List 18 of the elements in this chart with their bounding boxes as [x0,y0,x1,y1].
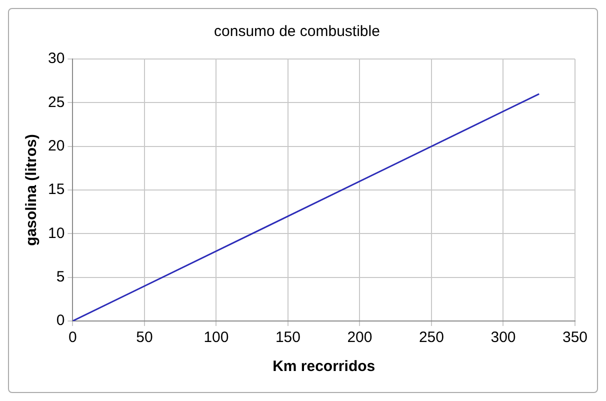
x-tick-label: 200 [347,329,372,346]
y-tick-label: 0 [56,312,65,330]
y-axis-title: gasolina (litros) [23,134,40,246]
y-tick-label: 20 [48,137,65,154]
x-tick-label: 250 [418,329,444,346]
x-tick-label: 350 [562,329,588,346]
x-tick-label: 0 [68,329,77,346]
x-axis-title: Km recorridos [272,358,376,376]
chart-title: consumo de combustible [214,23,380,40]
y-tick-label: 10 [48,224,65,242]
y-tick-label: 15 [48,181,65,198]
x-tick-label: 150 [275,329,300,346]
y-tick-label: 5 [56,268,65,286]
x-tick-label: 300 [490,329,516,346]
x-tick-label: 100 [204,329,229,346]
y-tick-label: 25 [48,94,65,111]
y-tick-label: 30 [48,50,65,68]
x-tick-label: 50 [136,329,153,346]
